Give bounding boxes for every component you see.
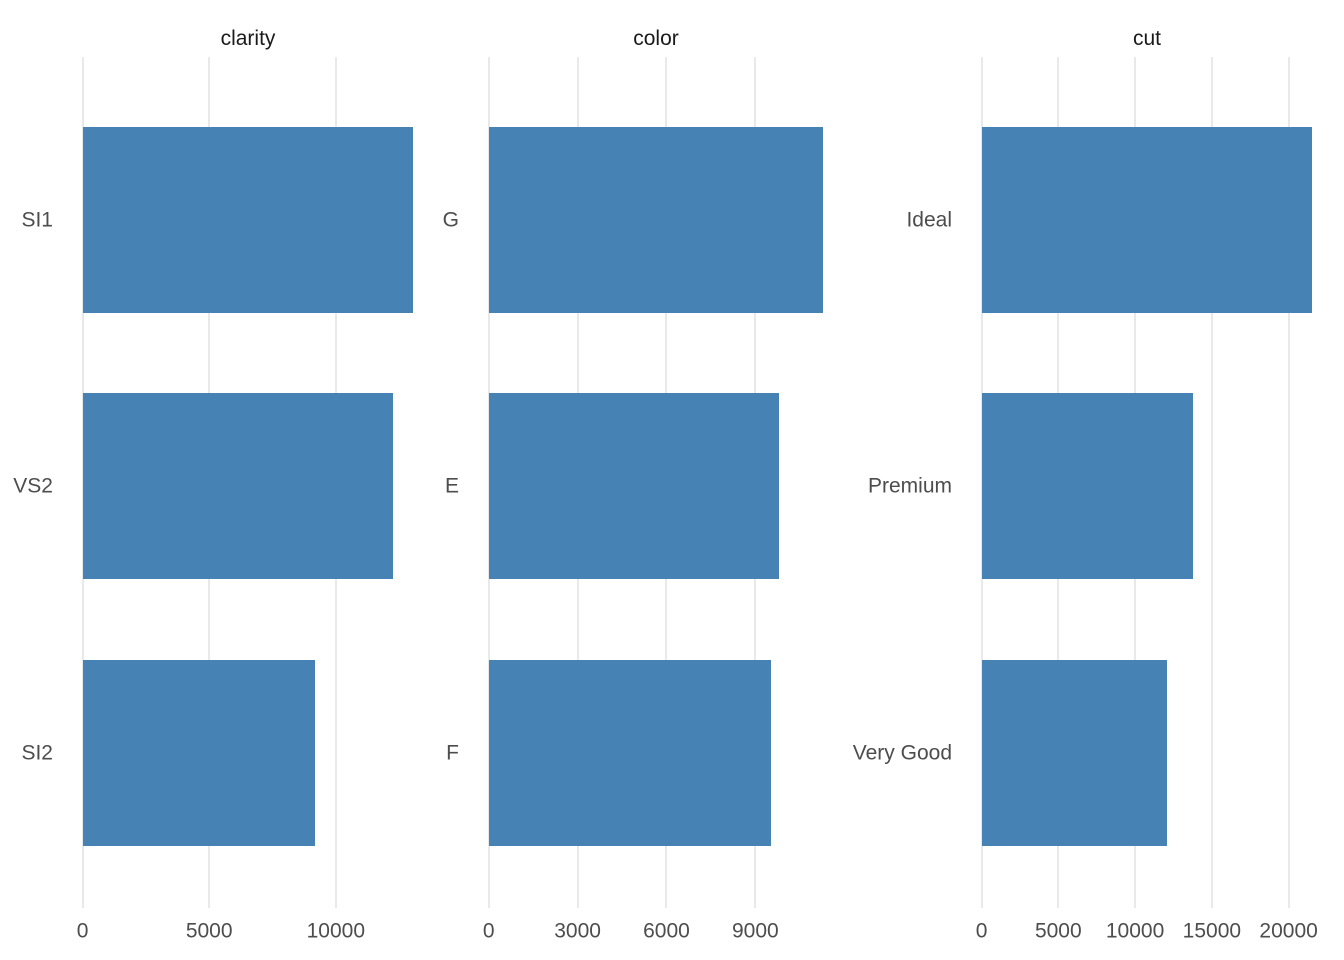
facet-panel-color: [472, 57, 840, 908]
x-axis-tick-label-3000: 3000: [554, 919, 601, 943]
bar-Ideal: [981, 126, 1313, 313]
facet-panel-cut: [965, 57, 1329, 908]
x-axis-tick-label-6000: 6000: [643, 919, 690, 943]
bar-G: [488, 126, 824, 313]
gridline-x-20000: [1287, 57, 1290, 908]
x-axis-tick-label-0: 0: [76, 919, 89, 943]
x-axis-tick-label-5000: 5000: [1034, 919, 1082, 943]
bar-F: [488, 659, 772, 846]
bar-Very Good: [981, 659, 1168, 846]
facet-title-clarity: clarity: [220, 27, 276, 50]
y-axis-label-Very Good: Very Good: [852, 741, 952, 764]
y-axis-label-F: F: [446, 741, 459, 764]
x-axis-tick-label-10000: 10000: [1105, 919, 1165, 943]
facet-panel-clarity: [66, 57, 430, 908]
bar-Premium: [981, 393, 1194, 579]
x-axis-tick-label-0: 0: [975, 919, 988, 943]
bar-SI2: [82, 659, 316, 846]
x-axis-tick-label-10000: 10000: [306, 919, 366, 943]
facet-title-cut: cut: [1132, 27, 1161, 50]
x-axis-tick-label-0: 0: [482, 919, 495, 943]
bar-SI1: [82, 126, 414, 313]
bar-E: [488, 393, 779, 579]
x-axis-tick-label-5000: 5000: [185, 919, 233, 943]
y-axis-label-G: G: [442, 208, 459, 231]
bar-VS2: [82, 393, 393, 579]
y-axis-label-SI2: SI2: [21, 741, 53, 764]
y-axis-label-Premium: Premium: [867, 474, 952, 498]
facet-title-color: color: [633, 27, 679, 50]
gridline-x-15000: [1210, 57, 1213, 908]
x-axis-tick-label-20000: 20000: [1259, 919, 1318, 943]
x-axis-tick-label-15000: 15000: [1182, 919, 1242, 943]
y-axis-label-Ideal: Ideal: [906, 208, 952, 231]
y-axis-label-SI1: SI1: [21, 208, 53, 231]
y-axis-label-E: E: [444, 474, 459, 498]
y-axis-label-VS2: VS2: [13, 474, 53, 498]
x-axis-tick-label-9000: 9000: [732, 919, 779, 943]
